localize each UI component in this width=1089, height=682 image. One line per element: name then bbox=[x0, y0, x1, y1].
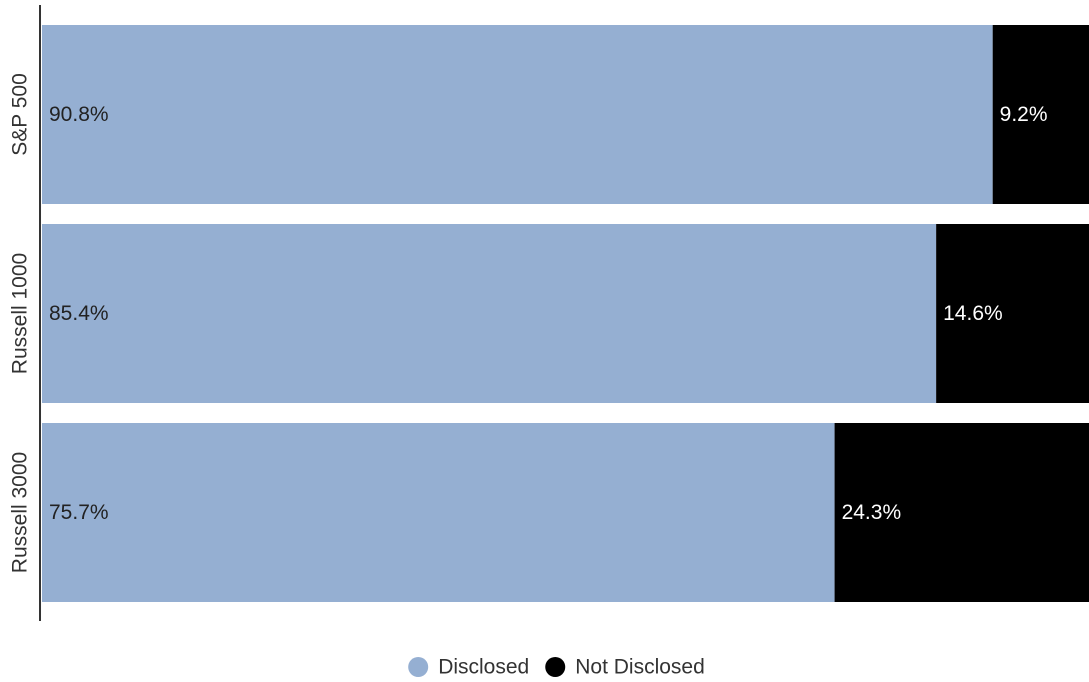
data-label-sandp-500-disclosed: 90.8% bbox=[49, 103, 109, 126]
bar-russell-3000-not-disclosed bbox=[834, 423, 1089, 602]
data-label-russell-3000-disclosed: 75.7% bbox=[49, 501, 109, 524]
legend-item-not-disclosed: Not Disclosed bbox=[545, 656, 705, 679]
legend-label-disclosed: Disclosed bbox=[438, 656, 529, 679]
category-label-sandp-500: S&P 500 bbox=[9, 73, 32, 156]
bar-russell-1000-disclosed bbox=[42, 224, 937, 403]
bar-sandp-500-disclosed bbox=[42, 25, 993, 204]
data-label-sandp-500-not-disclosed: 9.2% bbox=[1000, 103, 1048, 126]
legend-item-disclosed: Disclosed bbox=[408, 656, 529, 679]
legend-swatch-not-disclosed bbox=[545, 657, 566, 677]
data-label-russell-1000-not-disclosed: 14.6% bbox=[943, 302, 1003, 325]
category-label-russell-3000: Russell 3000 bbox=[9, 452, 32, 573]
data-label-russell-3000-not-disclosed: 24.3% bbox=[842, 501, 902, 524]
legend: Disclosed Not Disclosed bbox=[408, 656, 705, 679]
bar-russell-1000-not-disclosed bbox=[936, 224, 1089, 403]
bars-layer bbox=[42, 25, 1089, 602]
bar-sandp-500-not-disclosed bbox=[992, 25, 1089, 204]
data-label-russell-1000-disclosed: 85.4% bbox=[49, 302, 109, 325]
labels-layer: 90.8% 9.2% S&P 500 85.4% 14.6% Russell 1000 75… bbox=[9, 73, 1048, 573]
bar-russell-3000-disclosed bbox=[42, 423, 835, 602]
legend-swatch-disclosed bbox=[408, 657, 429, 677]
legend-label-not-disclosed: Not Disclosed bbox=[575, 656, 705, 679]
category-label-russell-1000: Russell 1000 bbox=[9, 253, 32, 374]
